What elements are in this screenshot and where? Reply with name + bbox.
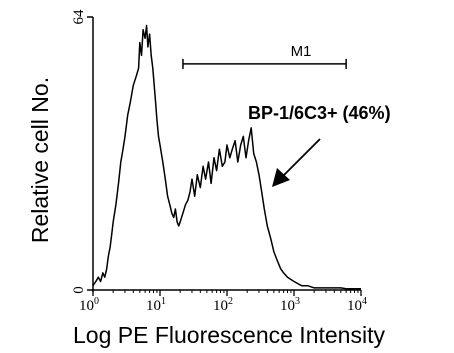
population-annotation: BP-1/6C3+ (46%) xyxy=(248,103,391,123)
annotation-arrow xyxy=(272,138,321,187)
x-tick-label: 103 xyxy=(280,296,300,314)
x-ticks xyxy=(92,290,362,296)
axes xyxy=(87,16,361,292)
x-tick-labels: 100 101 102 103 104 xyxy=(79,296,367,314)
m1-gate: M1 xyxy=(182,43,347,69)
histogram-line xyxy=(92,24,361,290)
y-axis-title: Relative cell No. xyxy=(27,77,53,243)
x-tick-label: 100 xyxy=(79,296,99,314)
y-tick-label: 64 xyxy=(71,9,87,25)
gate-label: M1 xyxy=(291,43,312,60)
x-tick-label: 101 xyxy=(146,296,166,314)
x-tick-label: 104 xyxy=(347,296,367,314)
x-axis-title: Log PE Fluorescence Intensity xyxy=(73,322,385,348)
y-tick-labels: 0 64 xyxy=(71,9,87,294)
y-tick-label: 0 xyxy=(71,286,87,294)
x-tick-label: 102 xyxy=(213,296,233,314)
